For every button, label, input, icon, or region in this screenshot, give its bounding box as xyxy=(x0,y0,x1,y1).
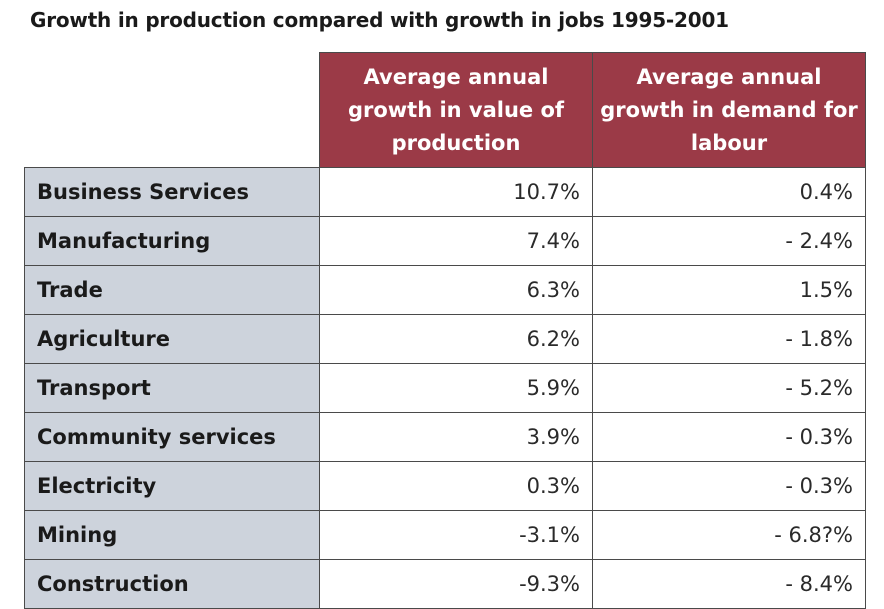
header-jobs: Average annual growth in demand for labo… xyxy=(592,52,866,168)
header-blank-cell xyxy=(24,52,320,168)
production-value: -3.1% xyxy=(319,510,593,560)
production-value: 10.7% xyxy=(319,167,593,217)
table-row: Business Services 10.7% 0.4% xyxy=(24,167,866,217)
table-row: Community services 3.9% - 0.3% xyxy=(24,412,866,462)
jobs-value: 1.5% xyxy=(592,265,866,315)
table-header-row: Average annual growth in value of produc… xyxy=(24,52,866,168)
jobs-value: - 8.4% xyxy=(592,559,866,609)
sector-label: Community services xyxy=(24,412,320,462)
table-row: Construction -9.3% - 8.4% xyxy=(24,559,866,609)
production-value: -9.3% xyxy=(319,559,593,609)
sector-label: Mining xyxy=(24,510,320,560)
production-value: 3.9% xyxy=(319,412,593,462)
sector-label: Agriculture xyxy=(24,314,320,364)
production-value: 6.3% xyxy=(319,265,593,315)
table-row: Manufacturing 7.4% - 2.4% xyxy=(24,216,866,266)
sector-label: Trade xyxy=(24,265,320,315)
table-row: Trade 6.3% 1.5% xyxy=(24,265,866,315)
jobs-value: - 6.8?% xyxy=(592,510,866,560)
jobs-value: - 0.3% xyxy=(592,461,866,511)
jobs-value: - 0.3% xyxy=(592,412,866,462)
table-row: Agriculture 6.2% - 1.8% xyxy=(24,314,866,364)
jobs-value: - 5.2% xyxy=(592,363,866,413)
sector-label: Electricity xyxy=(24,461,320,511)
production-value: 5.9% xyxy=(319,363,593,413)
growth-table: Average annual growth in value of produc… xyxy=(24,52,866,609)
table-row: Transport 5.9% - 5.2% xyxy=(24,363,866,413)
jobs-value: - 1.8% xyxy=(592,314,866,364)
sector-label: Construction xyxy=(24,559,320,609)
table-row: Mining -3.1% - 6.8?% xyxy=(24,510,866,560)
sector-label: Manufacturing xyxy=(24,216,320,266)
jobs-value: - 2.4% xyxy=(592,216,866,266)
sector-label: Transport xyxy=(24,363,320,413)
table-row: Electricity 0.3% - 0.3% xyxy=(24,461,866,511)
production-value: 0.3% xyxy=(319,461,593,511)
production-value: 6.2% xyxy=(319,314,593,364)
jobs-value: 0.4% xyxy=(592,167,866,217)
sector-label: Business Services xyxy=(24,167,320,217)
page-title: Growth in production compared with growt… xyxy=(30,8,729,32)
header-production: Average annual growth in value of produc… xyxy=(319,52,593,168)
production-value: 7.4% xyxy=(319,216,593,266)
